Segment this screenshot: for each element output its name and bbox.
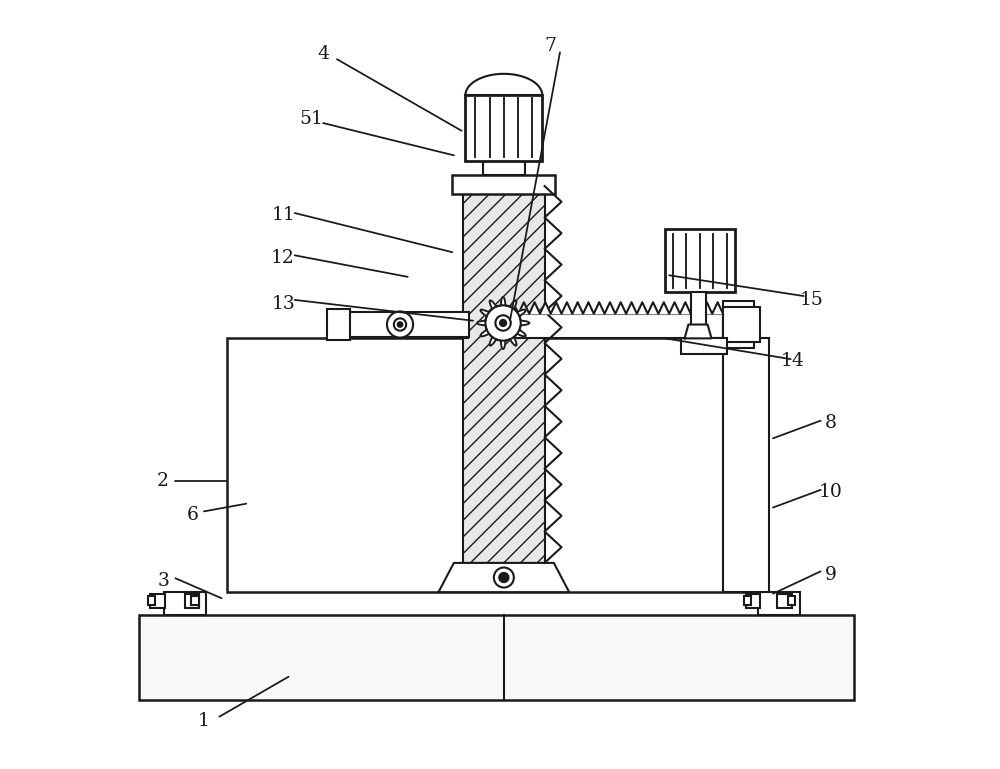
Bar [665,229,735,292]
Bar [191,596,199,605]
Bar [164,592,206,615]
Circle shape [494,568,514,588]
Bar [691,292,706,325]
Polygon shape [438,563,569,592]
Polygon shape [477,297,529,349]
Text: 10: 10 [819,483,843,501]
Bar [788,596,795,605]
Bar [681,338,727,354]
Bar [777,594,792,608]
Text: 4: 4 [317,45,329,63]
Bar [758,592,800,615]
Text: 1: 1 [198,712,210,731]
Bar [139,615,854,700]
Text: 2: 2 [157,471,169,490]
Bar [483,161,525,175]
Circle shape [500,320,506,326]
Bar [508,314,723,338]
Bar [327,309,350,340]
Bar [185,594,199,608]
Text: 3: 3 [157,571,169,590]
Bar [723,338,769,592]
Bar [723,307,760,342]
Text: 15: 15 [800,291,823,309]
Bar [723,301,754,348]
Polygon shape [685,325,711,338]
Bar [463,186,545,563]
Bar [331,314,468,338]
Circle shape [499,573,508,582]
Bar [746,594,760,608]
Circle shape [387,311,413,338]
Text: 8: 8 [825,414,837,432]
Polygon shape [508,302,723,314]
Text: 9: 9 [825,566,837,584]
Bar [227,338,750,592]
Bar [465,95,542,161]
Bar [148,596,155,605]
Bar [452,175,555,194]
Text: 11: 11 [271,206,295,225]
Text: 51: 51 [300,110,324,128]
Text: 7: 7 [544,37,556,55]
Text: 12: 12 [271,248,295,267]
Bar [744,596,751,605]
Circle shape [495,315,511,331]
Text: 13: 13 [271,295,295,313]
Bar [331,312,469,337]
Polygon shape [465,74,542,95]
Bar [150,594,165,608]
Circle shape [398,322,402,327]
Text: 6: 6 [186,506,198,524]
Circle shape [394,318,406,331]
Text: 14: 14 [780,352,804,371]
